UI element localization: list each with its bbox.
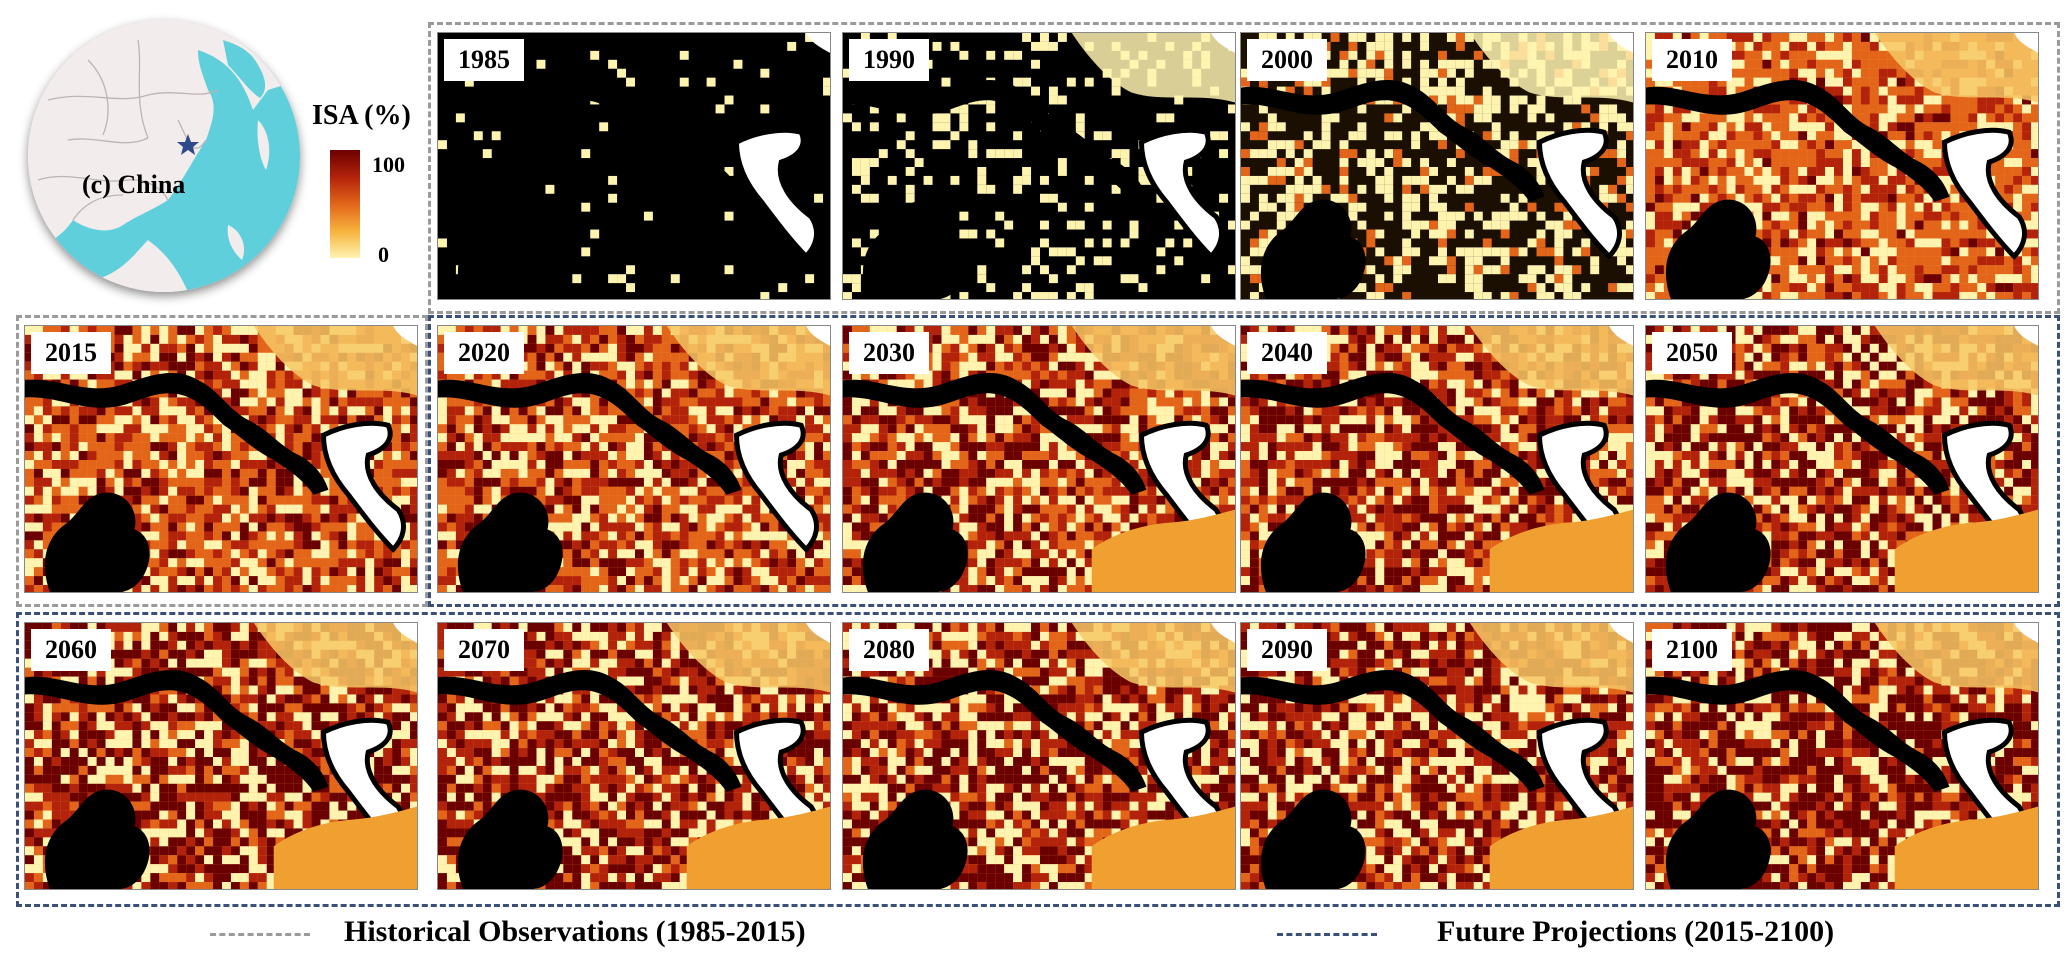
panel-year-label: 2015 [31, 332, 111, 374]
historical-legend-label: Historical Observations (1985-2015) [344, 915, 806, 948]
urban-isa-raster [843, 623, 1235, 889]
map-panel: 2100 [1645, 622, 2039, 890]
historical-box-row2 [16, 315, 428, 607]
future-legend-line [1277, 933, 1377, 936]
panel-year-label: 1985 [444, 39, 524, 81]
panel-year-label: 2060 [31, 629, 111, 671]
map-panel: 1990 [842, 32, 1236, 300]
map-panel: 2050 [1645, 325, 2039, 593]
map-panel: 2000 [1240, 32, 1634, 300]
colorbar-max-label: 100 [372, 152, 405, 177]
map-panel: 2010 [1645, 32, 2039, 300]
map-panel: 2020 [437, 325, 831, 593]
urban-isa-raster [1241, 326, 1633, 592]
map-panel: 2015 [24, 325, 418, 593]
future-box-row2 [428, 315, 2060, 607]
panel-year-label: 2020 [444, 332, 524, 374]
map-panel: 2080 [842, 622, 1236, 890]
map-panel: 2040 [1240, 325, 1634, 593]
panel-year-label: 2090 [1247, 629, 1327, 671]
colorbar-title: ISA (%) [312, 100, 411, 131]
urban-isa-raster [438, 33, 830, 299]
urban-isa-raster [1646, 623, 2038, 889]
colorbar [330, 150, 360, 258]
historical-box-row1 [428, 22, 2060, 314]
historical-legend-line [210, 933, 310, 936]
panel-year-label: 2010 [1652, 39, 1732, 81]
future-legend-label: Future Projections (2015-2100) [1437, 915, 1835, 948]
inset-region-label: (c) China [82, 170, 186, 199]
inset-globe-map: (c) China [28, 20, 300, 292]
panel-year-label: 2050 [1652, 332, 1732, 374]
urban-isa-raster [25, 623, 417, 889]
future-box-row3 [16, 612, 2060, 907]
star-icon [177, 134, 199, 155]
panel-year-label: 2030 [849, 332, 929, 374]
globe-svg [28, 20, 300, 292]
panel-year-label: 2000 [1247, 39, 1327, 81]
map-panel: 2070 [437, 622, 831, 890]
map-panel: 2030 [842, 325, 1236, 593]
panel-year-label: 2070 [444, 629, 524, 671]
panel-year-label: 2080 [849, 629, 929, 671]
urban-isa-raster [1241, 623, 1633, 889]
colorbar-min-label: 0 [378, 242, 389, 267]
panel-year-label: 2040 [1247, 332, 1327, 374]
panel-year-label: 2100 [1652, 629, 1732, 671]
map-panel: 2090 [1240, 622, 1634, 890]
panel-year-label: 1990 [849, 39, 929, 81]
urban-isa-raster [1646, 326, 2038, 592]
map-panel: 2060 [24, 622, 418, 890]
map-panel: 1985 [437, 32, 831, 300]
